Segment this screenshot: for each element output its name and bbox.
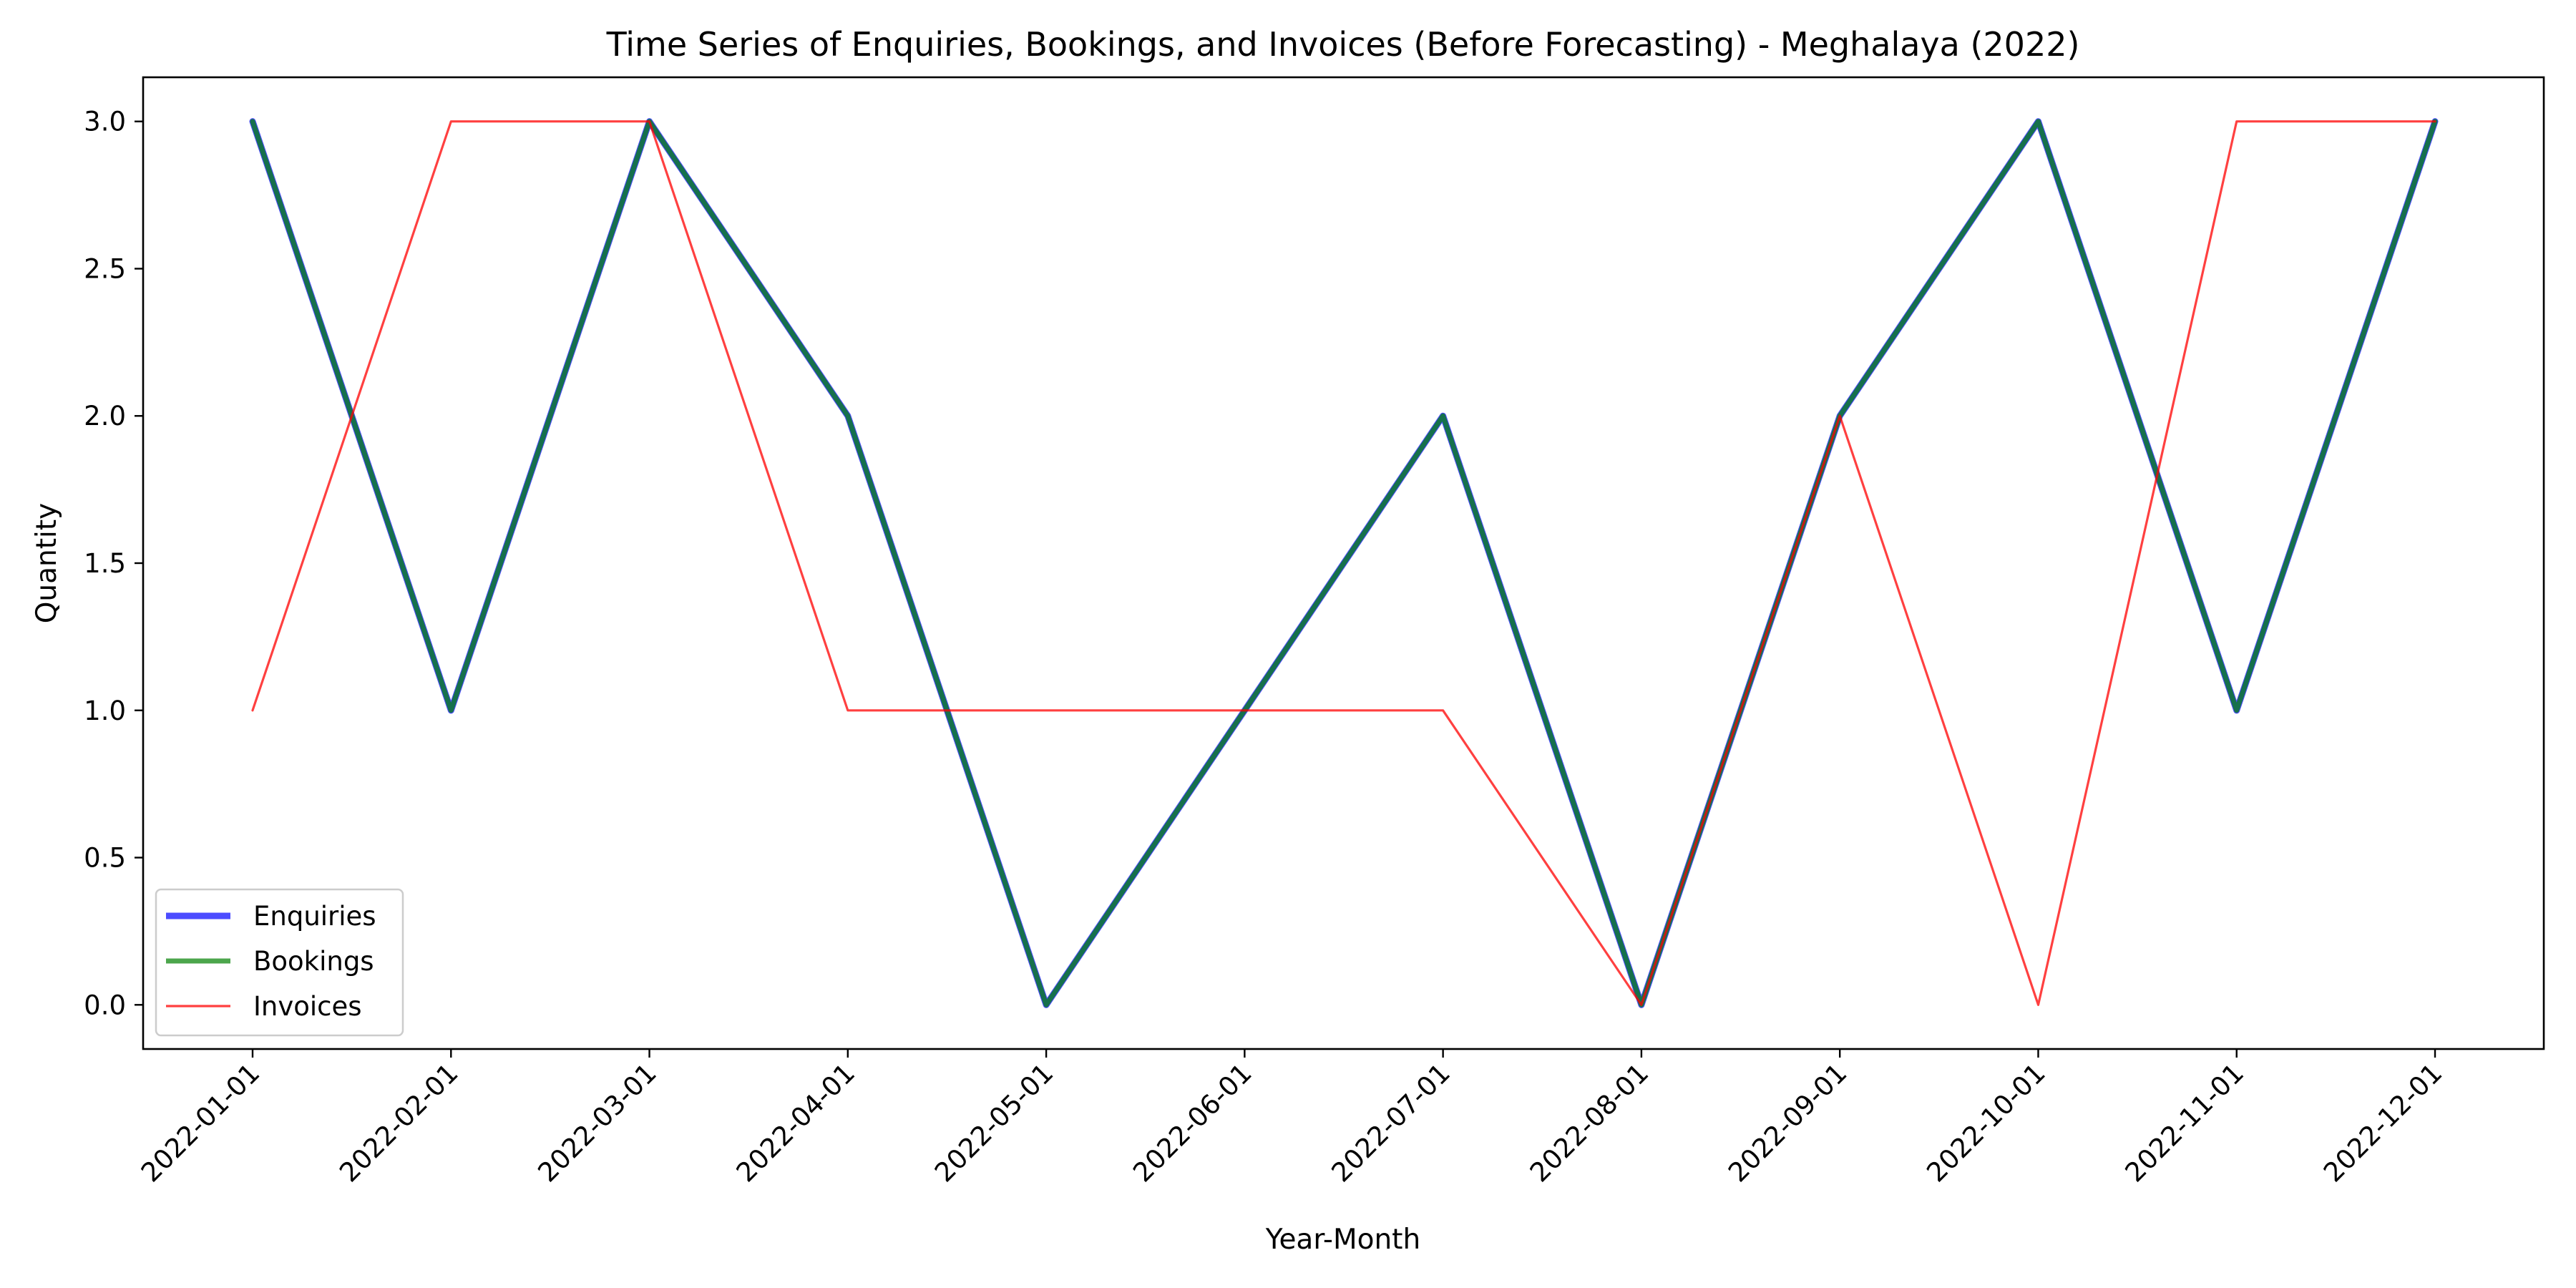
y-axis: 0.0 0.5 1.0 1.5 2.0 2.5 3.0 <box>84 107 143 1020</box>
y-axis-label: Quantity <box>31 503 63 624</box>
legend-label-bookings: Bookings <box>253 946 374 977</box>
series-layer <box>249 118 2439 1008</box>
chart-legend: Enquiries Bookings Invoices <box>155 888 404 1037</box>
y-tick-label: 2.5 <box>84 253 126 284</box>
legend-box <box>155 888 404 1037</box>
x-axis-label: Year-Month <box>1265 1224 1420 1256</box>
legend-label-invoices: Invoices <box>253 991 362 1022</box>
y-tick-label: 1.5 <box>84 548 126 579</box>
series-line-invoices <box>251 120 2436 1006</box>
y-tick-label: 1.0 <box>84 696 126 726</box>
y-tick-label: 0.0 <box>84 990 126 1020</box>
series-line-bookings <box>250 119 2438 1008</box>
chart-title: Time Series of Enquiries, Bookings, and … <box>606 25 2080 64</box>
legend-label-enquiries: Enquiries <box>253 901 376 932</box>
y-tick-label: 2.0 <box>84 401 126 431</box>
y-tick-label: 3.0 <box>84 107 126 137</box>
y-tick-label: 0.5 <box>84 843 126 874</box>
legend-entries: Enquiries Bookings Invoices <box>166 901 376 1022</box>
